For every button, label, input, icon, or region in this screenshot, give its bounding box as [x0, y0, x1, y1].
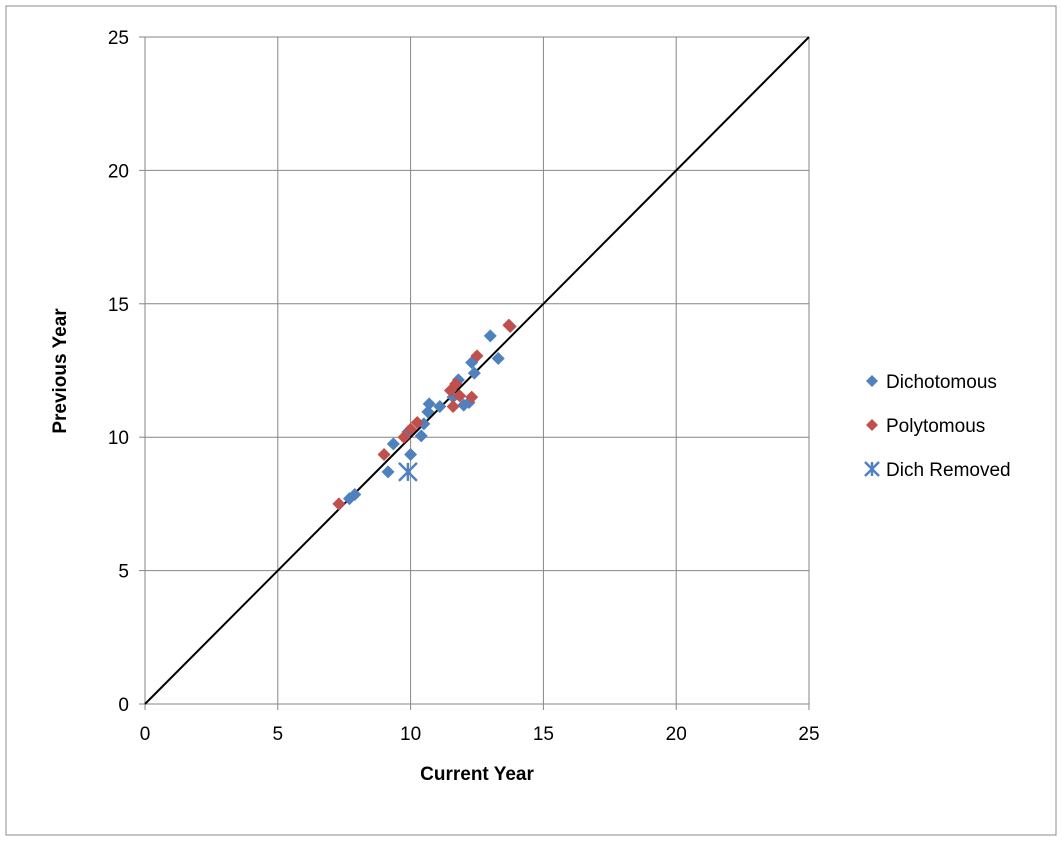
dichotomous-point — [483, 329, 497, 343]
tick-labels: 0 5 10 15 20 25 0 5 10 15 20 25 — [108, 28, 820, 745]
polytomous-point — [446, 400, 460, 414]
dichotomous-point — [386, 437, 400, 451]
data-points — [332, 318, 517, 511]
x-axis-title: Current Year — [420, 764, 534, 785]
y-tick-label: 15 — [108, 295, 129, 316]
x-tick-label: 15 — [533, 724, 554, 745]
x-tick-label: 10 — [400, 724, 421, 745]
dichotomous-point — [467, 366, 481, 380]
x-tick-label: 20 — [666, 724, 687, 745]
x-tick-label: 5 — [273, 724, 284, 745]
polytomous-point — [465, 390, 479, 404]
x-tick-label: 0 — [140, 724, 151, 745]
legend-marker-dich-removed — [864, 461, 880, 477]
polytomous-point — [470, 349, 484, 363]
y-tick-label: 20 — [108, 161, 129, 182]
y-axis-title: Previous Year — [50, 308, 71, 434]
dichotomous-point — [422, 397, 436, 411]
legend-item-dichotomous: Dichotomous — [866, 372, 997, 393]
dichotomous-point — [414, 429, 428, 443]
legend-label-dichotomous: Dichotomous — [886, 372, 997, 393]
polytomous-point — [503, 319, 517, 333]
dich-removed-point — [398, 462, 418, 482]
y-tick-label: 25 — [108, 28, 129, 49]
y-tick-label: 10 — [108, 428, 129, 449]
axes — [139, 36, 810, 710]
x-tick-label: 25 — [798, 724, 819, 745]
dichotomous-point — [381, 465, 395, 479]
polytomous-point — [332, 497, 346, 511]
legend-label-polytomous: Polytomous — [886, 416, 985, 437]
chart-border — [5, 5, 1057, 836]
y-tick-label: 0 — [118, 695, 129, 716]
polytomous-point — [410, 416, 424, 430]
polytomous-point — [453, 389, 467, 403]
legend-label-dich-removed: Dich Removed — [886, 460, 1011, 481]
dichotomous-point — [421, 405, 435, 419]
legend-item-dich-removed: Dich Removed — [864, 460, 1011, 481]
dichotomous-point — [491, 351, 505, 365]
polytomous-point — [404, 422, 418, 436]
y-tick-label: 5 — [118, 562, 129, 583]
dichotomous-point — [348, 488, 362, 502]
legend-marker-dichotomous — [866, 375, 878, 387]
polytomous-point — [377, 448, 391, 462]
legend: Dichotomous Polytomous Dich Removed — [864, 372, 1011, 481]
legend-marker-polytomous — [866, 419, 878, 431]
polytomous-point — [397, 430, 411, 444]
legend-item-polytomous: Polytomous — [866, 416, 985, 437]
dichotomous-point — [433, 400, 447, 414]
polytomous-point — [449, 377, 463, 391]
dichotomous-point — [404, 448, 418, 462]
